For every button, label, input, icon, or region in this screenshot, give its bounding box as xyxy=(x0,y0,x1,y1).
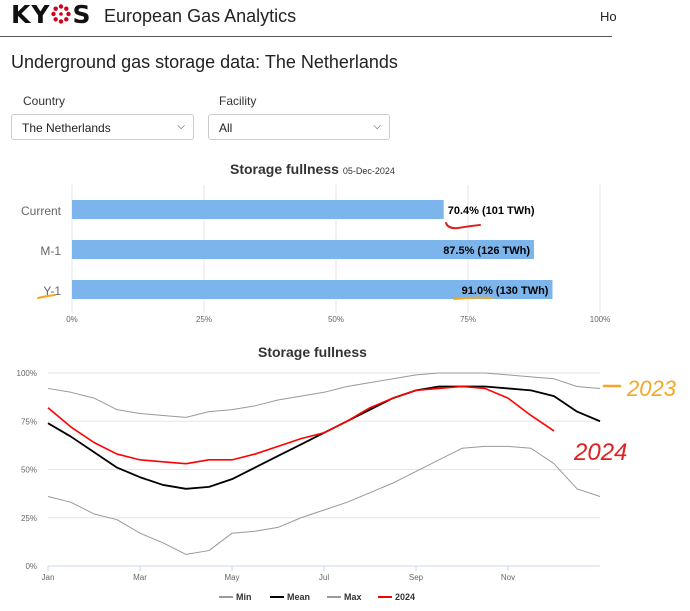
bar-chart-title: Storage fullness 05-Dec-2024 xyxy=(230,161,395,177)
line-chart-title: Storage fullness xyxy=(258,344,367,360)
series-line-min xyxy=(47,445,601,555)
logo-dots-icon xyxy=(51,4,72,24)
series-line-max xyxy=(47,372,601,418)
line-x-tick-label: Mar xyxy=(133,573,147,582)
bar-x-tick-label: 0% xyxy=(66,315,78,324)
legend-item: Max xyxy=(344,592,362,602)
bar-data-label: 87.5% (126 TWh) xyxy=(443,245,530,257)
bar-chart-date: 05-Dec-2024 xyxy=(342,166,395,176)
line-x-tick-label: Jan xyxy=(42,573,55,582)
series-line-mean xyxy=(47,385,601,490)
kyos-logo[interactable]: KY S xyxy=(11,0,92,29)
line-x-tick-label: May xyxy=(224,573,239,582)
line-x-tick-label: Jul xyxy=(319,573,329,582)
country-label: Country xyxy=(23,94,66,108)
nav-home-link[interactable]: Ho xyxy=(600,9,617,24)
legend-item: Mean xyxy=(287,592,310,602)
chevron-down-icon: ⌵ xyxy=(177,121,185,132)
legend-item: Min xyxy=(236,592,252,602)
line-y-tick-label: 50% xyxy=(21,466,37,475)
line-x-tick-label: Nov xyxy=(501,573,515,582)
line-chart: 0% 25% 50% 75% 100% Jan Mar May Jul Sep Nov Min Mean… xyxy=(17,369,601,602)
bar-data-label: 91.0% (130 TWh) xyxy=(462,285,549,297)
chevron-down-icon: ⌵ xyxy=(373,121,381,132)
facility-label: Facility xyxy=(219,94,257,108)
brand-title[interactable]: European Gas Analytics xyxy=(104,6,297,26)
bar-x-tick-label: 100% xyxy=(590,315,610,324)
bar-category-label: M-1 xyxy=(40,244,61,258)
bar xyxy=(72,280,553,299)
bar-chart: 0% 25% 50% 75% 100% Current 70.4% (101 TWh) M-1… xyxy=(21,185,610,324)
bar-category-label: Current xyxy=(21,204,62,218)
bar-x-tick-label: 50% xyxy=(328,315,344,324)
bar-x-tick-label: 25% xyxy=(196,315,212,324)
country-select-value: The Netherlands xyxy=(22,121,111,135)
bar-chart-title-text: Storage fullness xyxy=(230,161,339,177)
line-y-tick-label: 25% xyxy=(21,514,37,523)
line-x-tick-label: Sep xyxy=(409,573,424,582)
bar-category-label: Y-1 xyxy=(43,284,61,298)
facility-select[interactable]: All ⌵ xyxy=(208,114,390,140)
bar xyxy=(72,240,534,259)
top-navbar: KY S European Gas Analytics Ho xyxy=(0,0,617,37)
facility-select-value: All xyxy=(219,121,233,135)
country-select[interactable]: The Netherlands ⌵ xyxy=(11,114,194,140)
legend-item: 2024 xyxy=(395,592,415,602)
bar-x-tick-label: 75% xyxy=(460,315,476,324)
line-y-tick-label: 100% xyxy=(17,369,37,378)
line-y-tick-label: 75% xyxy=(21,417,37,426)
bar xyxy=(72,200,444,219)
line-y-tick-label: 0% xyxy=(25,562,37,571)
page-title: Underground gas storage data: The Nether… xyxy=(11,52,398,72)
series-line-2024 xyxy=(47,385,555,465)
bar-data-label: 70.4% (101 TWh) xyxy=(448,205,535,217)
